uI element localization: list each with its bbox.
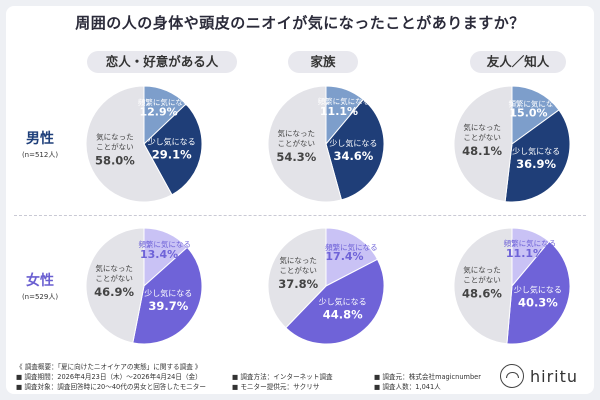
slice-label-frequent: 頻繁に気になる [504, 238, 557, 248]
slice-value-some: 34.6% [333, 149, 373, 163]
brand-logo-text: hiritu [530, 366, 579, 386]
slice-value-none: 46.9% [94, 285, 134, 299]
survey-provider: ■ モニター提供元：サクリサ [232, 383, 320, 391]
chart-title: 周囲の人の身体や頭皮のニオイが気になったことがありますか？ [75, 14, 525, 32]
slice-value-frequent: 11.1% [506, 247, 544, 260]
slice-label-none-line1: 気になった [278, 128, 316, 138]
pie-slice-none [85, 227, 145, 344]
survey-summary-heading: 《 調査概要：「夏に向けたニオイケアの実態」に関する調査 》 [16, 363, 202, 371]
slice-label-some: 少し気になる [144, 288, 192, 298]
column-header-friends: 友人／知人 [470, 51, 566, 73]
slice-value-some: 29.1% [152, 147, 192, 161]
row-label-male-gender: 男性 [26, 131, 54, 147]
survey-source: ■ 調査元：株式会社magicnumber [374, 373, 481, 381]
slice-label-some: 少し気になる [319, 296, 367, 306]
slice-label-none-line2: ことがない [95, 273, 133, 283]
pie-slice-none [267, 85, 343, 203]
pie-slice-none [267, 227, 327, 329]
pie-slice-some [325, 98, 385, 201]
slice-value-none: 48.6% [462, 287, 502, 301]
survey-count: ■ 調査人数：1,041人 [374, 383, 441, 391]
slice-label-some: 少し気になる [329, 138, 377, 148]
slice-value-some: 40.3% [518, 296, 558, 310]
slice-label-none-line2: ことがない [463, 132, 501, 142]
slice-value-frequent: 11.1% [320, 105, 358, 118]
survey-method: ■ 調査方法：インターネット調査 [232, 373, 333, 381]
slice-label-frequent: 頻繁に気になる [318, 96, 371, 106]
pie-slice-frequent [325, 227, 379, 287]
slice-label-some: 少し気になる [512, 146, 560, 156]
column-header-family: 家族 [288, 51, 358, 73]
row-label-male: 男性 (n=512人) [10, 128, 70, 160]
slice-label-none-line2: ことがない [463, 275, 501, 285]
slice-value-none: 58.0% [95, 154, 135, 168]
row-label-female-gender: 女性 [26, 273, 54, 289]
pie-slice-some [132, 246, 203, 345]
pie-slice-none [85, 85, 173, 203]
slice-value-none: 48.1% [462, 144, 502, 158]
pie-slice-some [143, 103, 203, 196]
slice-label-none-line1: 気になった [463, 265, 501, 275]
pie-slice-some [506, 240, 571, 345]
slice-label-none-line1: 気になった [279, 255, 317, 265]
survey-summary-line2: ■ 調査対象：調査回答時に20～40代の男女と回答したモニター ■ モニター提供… [16, 382, 496, 392]
pie-slice-frequent [511, 85, 560, 145]
slice-label-some: 少し気になる [148, 136, 196, 146]
slice-value-some: 44.8% [323, 307, 363, 321]
slice-label-none-line2: ことがない [278, 138, 316, 148]
survey-summary: 《 調査概要：「夏に向けたニオイケアの実態」に関する調査 》 ■ 調査期間：20… [16, 362, 496, 392]
brand-logo: hiritu [500, 362, 578, 390]
slice-value-frequent: 15.0% [509, 107, 547, 120]
slice-label-frequent: 頻繁に気になる [325, 242, 378, 252]
slice-value-some: 39.7% [148, 299, 188, 313]
row-label-female-count: (n=529人) [21, 293, 59, 301]
survey-summary-line1: ■ 調査期間：2026年4月23日（木）～2026年4月24日（金） ■ 調査方… [16, 372, 496, 382]
slice-value-frequent: 13.4% [140, 248, 178, 261]
pie-slice-none [453, 85, 513, 203]
row-label-male-count: (n=512人) [21, 151, 59, 159]
slice-label-none-line2: ことがない [96, 142, 133, 152]
row-label-female: 女性 (n=529人) [10, 270, 70, 302]
slice-value-none: 54.3% [276, 150, 316, 164]
pie-slice-some [285, 258, 385, 345]
pie-slice-some [504, 109, 571, 203]
column-header-partner: 恋人・好意がある人 [87, 51, 237, 73]
slice-label-none-line1: 気になった [96, 132, 133, 142]
slice-label-none-line2: ことがない [279, 265, 317, 275]
slice-label-none-line1: 気になった [463, 122, 501, 132]
slice-label-frequent: 頻繁に気になる [508, 98, 561, 108]
hiritu-logo-icon [500, 364, 524, 388]
slice-value-frequent: 12.9% [140, 106, 178, 119]
pie-slice-none [453, 227, 513, 345]
survey-target: ■ 調査対象：調査回答時に20～40代の男女と回答したモニター [16, 383, 206, 391]
slice-value-some: 36.9% [516, 157, 556, 171]
row-divider [14, 215, 586, 216]
slice-value-frequent: 17.4% [325, 250, 363, 263]
slice-label-some: 少し気になる [514, 285, 562, 295]
survey-period: ■ 調査期間：2026年4月23日（木）～2026年4月24日（金） [16, 373, 202, 381]
slice-label-none-line1: 気になった [95, 263, 133, 273]
slice-value-none: 37.8% [278, 277, 318, 291]
slice-label-frequent: 頻繁に気になる [138, 97, 191, 107]
slice-label-frequent: 頻繁に気になる [138, 239, 191, 249]
